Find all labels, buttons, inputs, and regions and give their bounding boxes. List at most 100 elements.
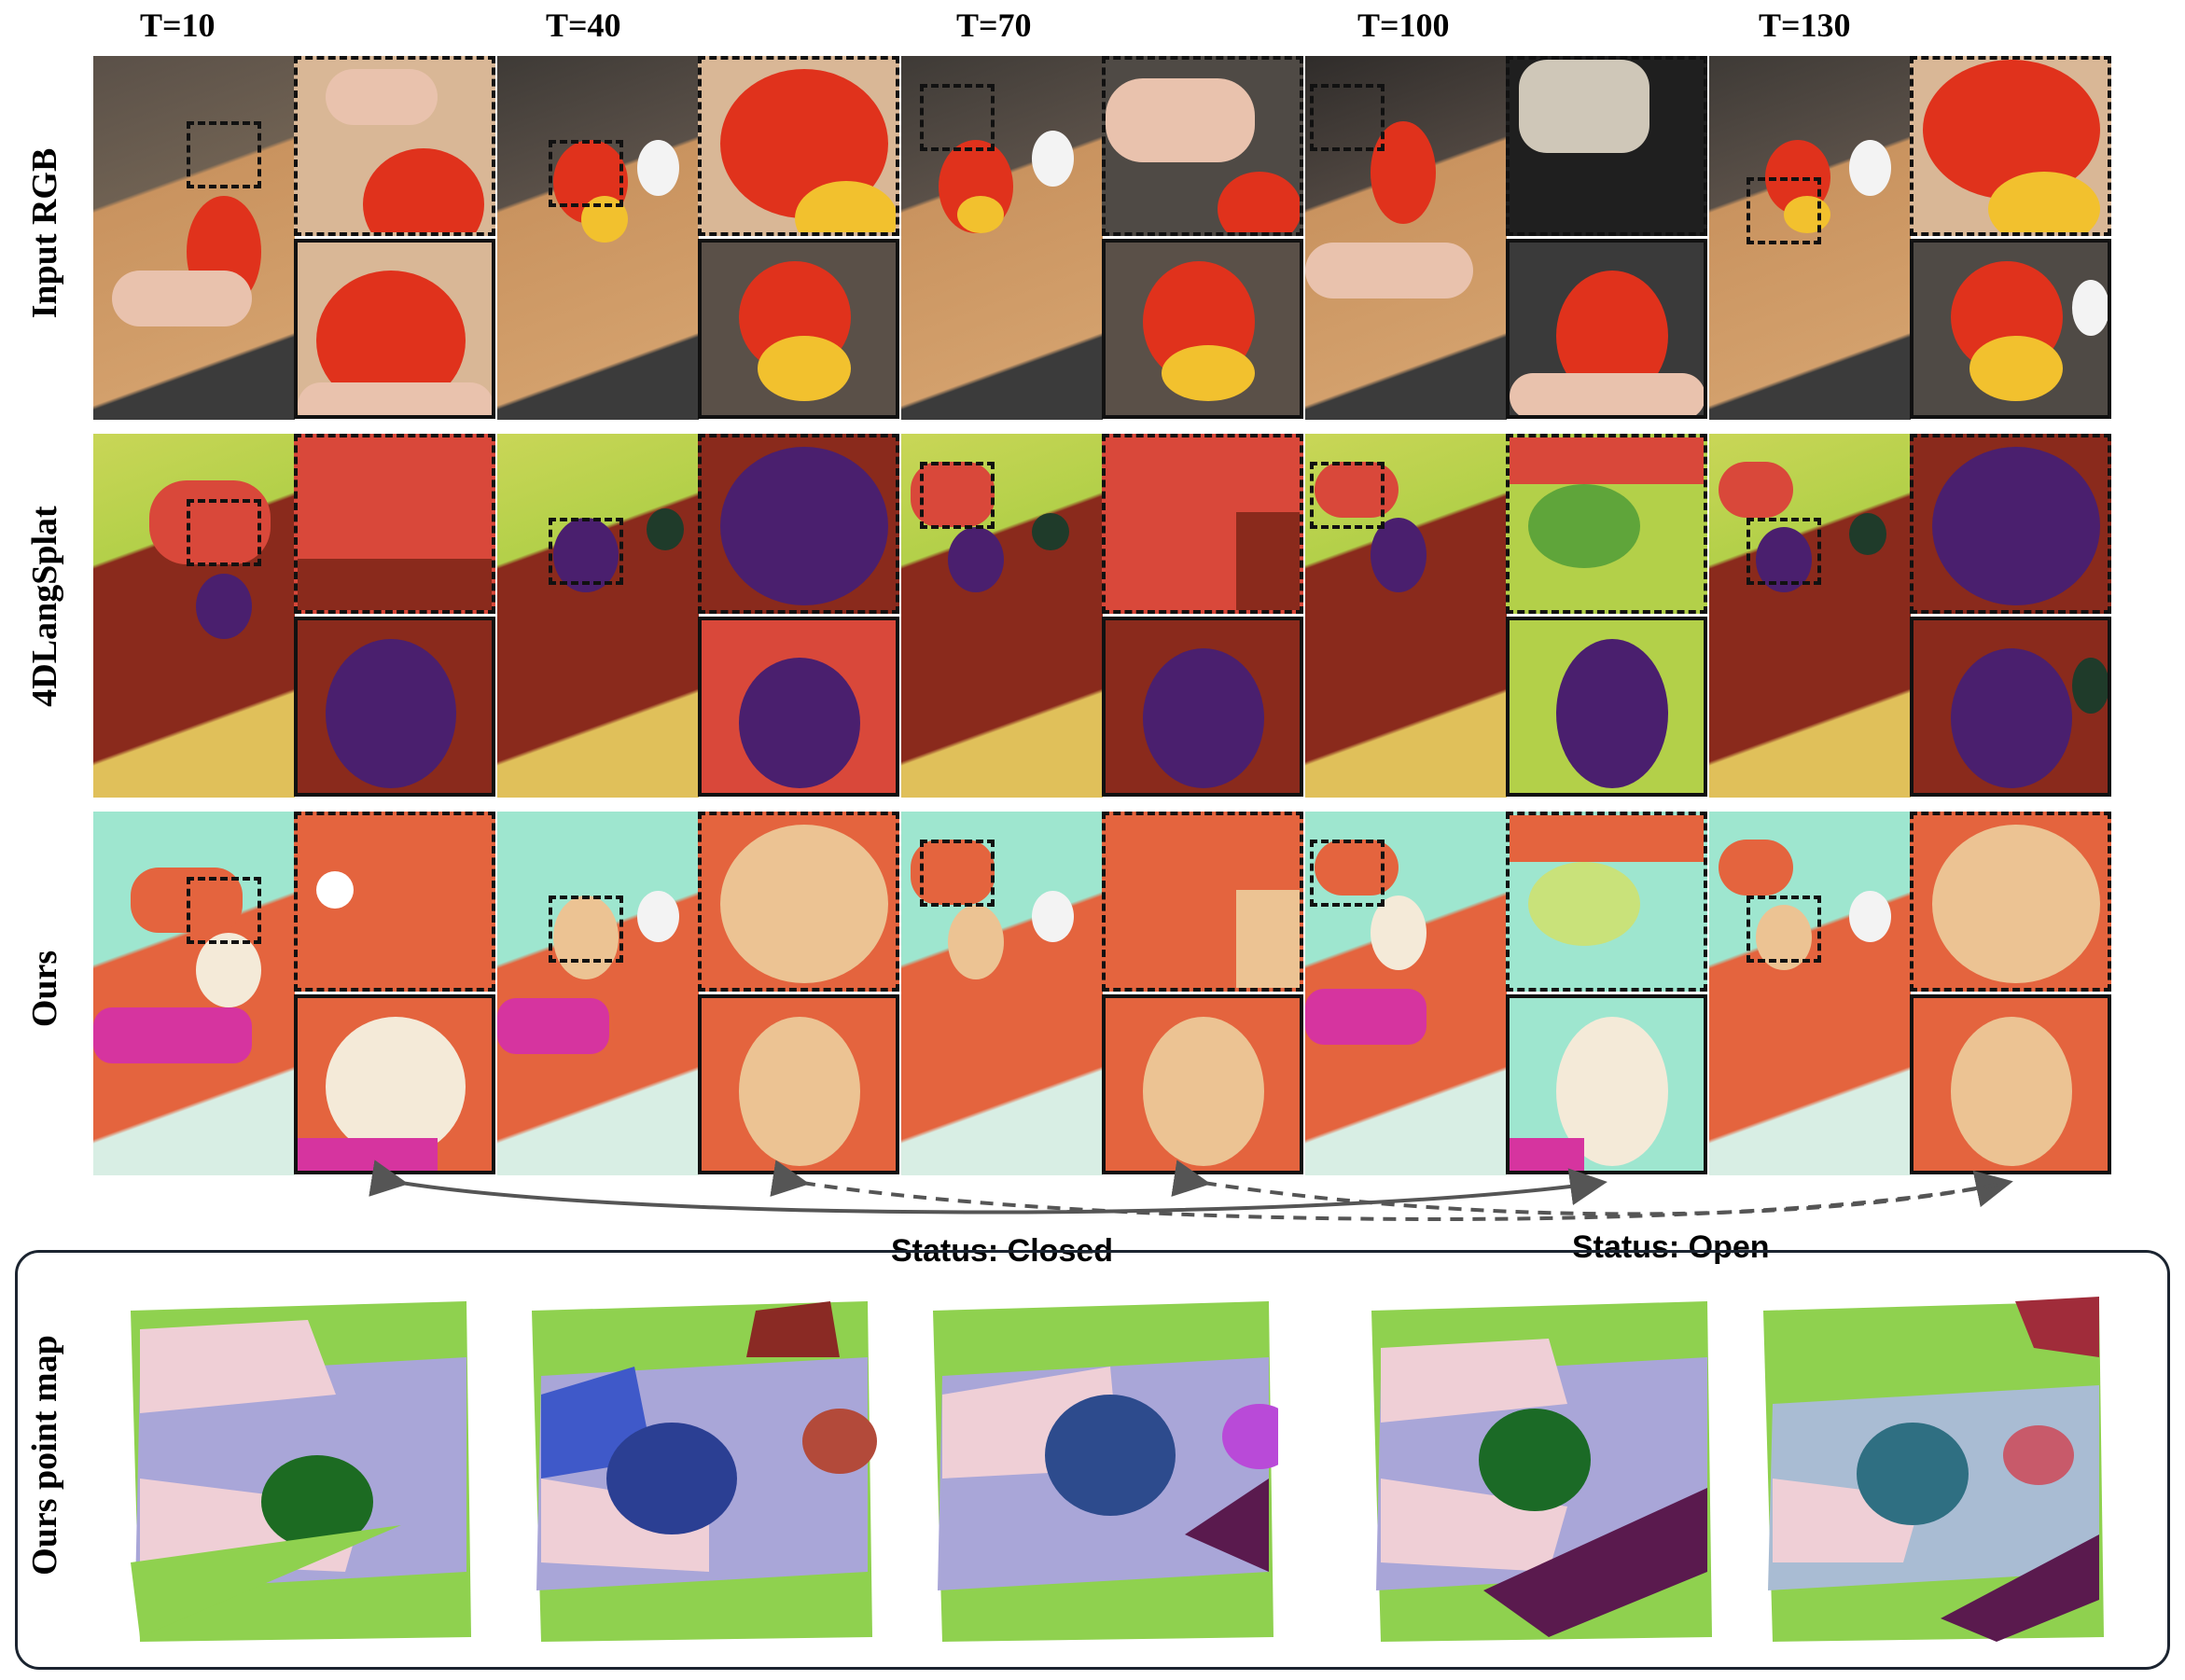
ours-frame xyxy=(1305,812,1507,1175)
time-label-1: T=10 xyxy=(140,7,216,44)
langsplat-zoom-top xyxy=(294,434,495,614)
langsplat-zoom-bottom xyxy=(294,617,495,797)
ours-zoom-bottom xyxy=(698,994,899,1174)
zoom-box xyxy=(1310,84,1385,151)
langsplat-zoom-top xyxy=(1102,434,1303,614)
zoom-box xyxy=(187,877,261,944)
ours-zoom-top xyxy=(698,812,899,992)
langsplat-cell-t10 xyxy=(93,434,496,798)
zoom-box xyxy=(549,140,623,207)
ours-frame xyxy=(1709,812,1911,1175)
rgb-zoom-bottom xyxy=(1506,239,1707,419)
rgb-frame xyxy=(1709,56,1911,420)
zoom-box xyxy=(1747,177,1821,244)
point-map-1-render xyxy=(131,1301,471,1642)
zoom-box xyxy=(920,84,995,151)
ours-zoom-bottom xyxy=(1910,994,2111,1174)
rgb-frame xyxy=(1305,56,1507,420)
ours-frame xyxy=(901,812,1103,1175)
point-map-1-object xyxy=(261,1455,373,1548)
point-map-4-render xyxy=(1371,1301,1712,1642)
langsplat-cell-t130 xyxy=(1709,434,2112,798)
langsplat-frame xyxy=(901,434,1103,798)
rgb-frame xyxy=(93,56,295,420)
status-open-label: Status: Open xyxy=(1572,1229,1770,1265)
zoom-box xyxy=(549,896,623,963)
ours-cell-t40 xyxy=(497,812,900,1175)
langsplat-zoom-top xyxy=(698,434,899,614)
rgb-cell-t100 xyxy=(1305,56,1708,420)
point-map-4 xyxy=(1362,1292,1717,1651)
zoom-box xyxy=(1310,840,1385,907)
time-label-4: T=100 xyxy=(1357,7,1450,44)
langsplat-zoom-top xyxy=(1506,434,1707,614)
langsplat-zoom-bottom xyxy=(698,617,899,797)
zoom-box xyxy=(549,518,623,585)
langsplat-cell-t40 xyxy=(497,434,900,798)
langsplat-frame xyxy=(497,434,699,798)
langsplat-cell-t100 xyxy=(1305,434,1708,798)
zoom-box xyxy=(920,462,995,529)
langsplat-zoom-bottom xyxy=(1102,617,1303,797)
arrow-dashed-2 xyxy=(1171,1159,2007,1216)
ours-frame xyxy=(93,812,295,1175)
langsplat-cell-t70 xyxy=(901,434,1304,798)
ours-zoom-bottom xyxy=(294,994,495,1174)
ours-zoom-bottom xyxy=(1506,994,1707,1174)
point-map-3 xyxy=(924,1292,1278,1651)
langsplat-zoom-bottom xyxy=(1910,617,2111,797)
point-map-panel xyxy=(15,1250,2170,1670)
point-map-3-render xyxy=(933,1301,1278,1642)
rgb-cell-t130 xyxy=(1709,56,2112,420)
point-map-4-object xyxy=(1479,1409,1591,1511)
zoom-box xyxy=(1310,462,1385,529)
ours-cell-t100 xyxy=(1305,812,1708,1175)
point-map-2-object xyxy=(606,1423,737,1534)
time-label-5: T=130 xyxy=(1759,7,1851,44)
zoom-box xyxy=(187,499,261,566)
time-label-2: T=40 xyxy=(546,7,621,44)
row-label-input-rgb: Input RGB xyxy=(25,147,64,319)
rgb-zoom-top xyxy=(1910,56,2111,236)
row-label-ours: Ours xyxy=(25,950,64,1028)
zoom-box xyxy=(187,121,261,188)
ours-cell-t10 xyxy=(93,812,496,1175)
point-map-2-render xyxy=(532,1301,877,1642)
ours-cell-t70 xyxy=(901,812,1304,1175)
rgb-zoom-bottom xyxy=(698,239,899,419)
rgb-zoom-bottom xyxy=(1910,239,2111,419)
rgb-cell-t10 xyxy=(93,56,496,420)
point-map-5-render xyxy=(1763,1297,2104,1642)
langsplat-frame xyxy=(1305,434,1507,798)
rgb-zoom-top xyxy=(1506,56,1707,236)
rgb-cell-t40 xyxy=(497,56,900,420)
rgb-zoom-bottom xyxy=(1102,239,1303,419)
point-map-5-object xyxy=(1857,1423,1969,1525)
point-map-3-object xyxy=(1045,1395,1176,1516)
langsplat-zoom-top xyxy=(1910,434,2111,614)
arrow-dashed-1 xyxy=(770,1159,2013,1221)
time-label-3: T=70 xyxy=(956,7,1032,44)
ours-zoom-top xyxy=(1102,812,1303,992)
point-map-1 xyxy=(121,1292,476,1651)
zoom-box xyxy=(1747,896,1821,963)
ours-frame xyxy=(497,812,699,1175)
rgb-frame xyxy=(901,56,1103,420)
rgb-zoom-top xyxy=(698,56,899,236)
ours-cell-t130 xyxy=(1709,812,2112,1175)
point-map-5 xyxy=(1754,1292,2108,1651)
rgb-cell-t70 xyxy=(901,56,1304,420)
langsplat-frame xyxy=(93,434,295,798)
ours-zoom-top xyxy=(1910,812,2111,992)
rgb-zoom-bottom xyxy=(294,239,495,419)
rgb-zoom-top xyxy=(294,56,495,236)
langsplat-zoom-bottom xyxy=(1506,617,1707,797)
rgb-frame xyxy=(497,56,699,420)
point-map-2 xyxy=(522,1292,877,1651)
row-label-4dlangsplat: 4DLangSplat xyxy=(25,506,64,707)
langsplat-frame xyxy=(1709,434,1911,798)
arrow-solid xyxy=(369,1159,1607,1215)
zoom-box xyxy=(1747,518,1821,585)
ours-zoom-bottom xyxy=(1102,994,1303,1174)
zoom-box xyxy=(920,840,995,907)
